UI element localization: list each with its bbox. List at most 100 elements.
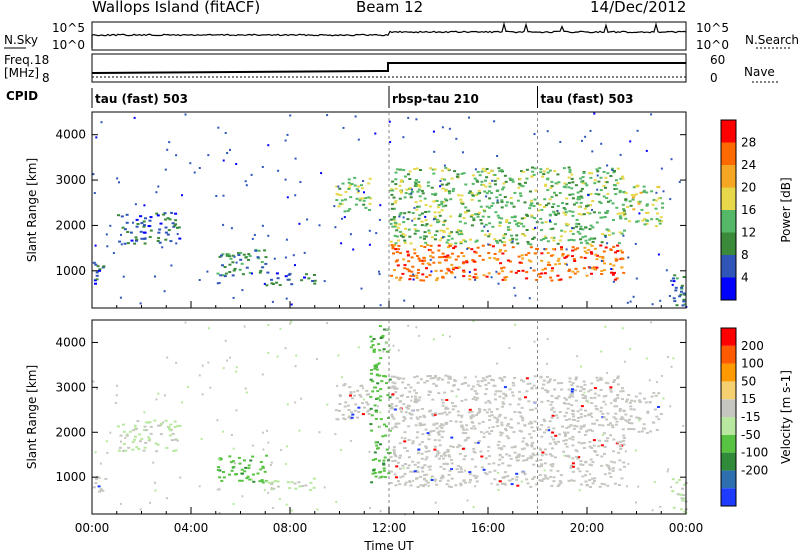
echo-cell <box>546 399 550 402</box>
echo-cell <box>551 248 555 251</box>
echo-cell <box>400 179 404 182</box>
echo-cell <box>476 215 480 218</box>
echo-cell <box>508 454 512 457</box>
echo-cell <box>391 460 395 463</box>
echo-cell <box>178 424 182 427</box>
echo-cell <box>429 249 432 252</box>
echo-cell <box>350 416 354 419</box>
echo-cell <box>444 198 447 201</box>
echo-cell <box>453 266 457 269</box>
echo-cell <box>428 263 432 266</box>
echo-cell <box>503 482 507 485</box>
echo-cell <box>421 192 425 195</box>
echo-cell <box>201 393 204 396</box>
echo-cell <box>218 476 222 479</box>
echo-cell <box>393 408 397 411</box>
echo-cell <box>556 209 559 212</box>
echo-cell <box>408 170 412 173</box>
colorbar-tick-label: 20 <box>741 181 756 195</box>
echo-cell <box>508 239 512 242</box>
echo-cell <box>468 271 471 274</box>
echo-cell <box>433 215 437 218</box>
echo-cell <box>487 243 490 246</box>
echo-cell <box>565 419 569 421</box>
echo-cell <box>417 183 421 186</box>
echo-cell <box>362 180 365 182</box>
echo-cell <box>618 191 622 194</box>
echo-cell <box>142 225 146 228</box>
echo-cell <box>371 472 375 475</box>
echo-cell <box>440 200 444 203</box>
echo-cell <box>530 214 534 217</box>
echo-cell <box>425 456 429 459</box>
echo-cell <box>467 436 471 439</box>
echo-cell <box>527 400 531 403</box>
echo-cell <box>173 420 177 423</box>
echo-cell <box>521 269 525 272</box>
echo-cell <box>514 271 518 274</box>
echo-cell <box>556 416 559 419</box>
echo-cell <box>447 190 451 193</box>
echo-cell <box>361 197 365 200</box>
echo-cell <box>433 448 437 451</box>
echo-cell <box>350 411 354 414</box>
echo-cell <box>470 214 474 217</box>
echo-cell <box>579 460 583 463</box>
echo-cell <box>395 465 399 468</box>
echo-cell <box>681 304 685 307</box>
echo-cell <box>502 266 506 269</box>
echo-cell <box>177 226 181 229</box>
echo-cell <box>379 395 383 398</box>
echo-cell <box>231 274 235 277</box>
echo-cell <box>549 186 553 189</box>
echo-cell <box>207 327 210 330</box>
echo-cell <box>546 477 550 480</box>
echo-cell <box>571 418 575 421</box>
echo-cell <box>643 218 647 221</box>
echo-cell <box>403 212 407 215</box>
echo-cell <box>139 508 142 511</box>
echo-cell <box>491 426 495 429</box>
echo-cell <box>564 222 568 225</box>
echo-cell <box>567 402 571 405</box>
echo-cell <box>619 390 623 393</box>
echo-cell <box>548 453 552 456</box>
echo-cell <box>407 173 410 176</box>
echo-cell <box>622 461 626 464</box>
echo-cell <box>565 248 568 251</box>
echo-cell <box>496 155 499 157</box>
echo-cell <box>529 260 533 263</box>
echo-cell <box>604 403 607 406</box>
echo-cell <box>585 430 588 433</box>
echo-cell <box>625 485 628 488</box>
echo-cell <box>457 266 461 269</box>
echo-cell <box>590 382 594 385</box>
echo-cell <box>148 219 152 222</box>
x-tick-label: 12:00 <box>372 521 407 535</box>
echo-cell <box>222 223 225 226</box>
echo-cell <box>568 276 572 279</box>
echo-cell <box>452 247 456 250</box>
echo-cell <box>473 177 477 180</box>
echo-cell <box>534 401 538 404</box>
echo-cell <box>551 414 555 417</box>
echo-cell <box>536 426 539 429</box>
echo-cell <box>290 481 294 484</box>
echo-cell <box>276 355 279 358</box>
echo-cell <box>487 252 491 254</box>
echo-cell <box>595 454 599 457</box>
colorbar-tick-label: 15 <box>741 392 756 406</box>
echo-cell <box>657 197 661 200</box>
echo-cell <box>94 477 97 480</box>
echo-cell <box>483 408 487 411</box>
echo-cell <box>154 275 156 278</box>
echo-cell <box>443 255 447 258</box>
echo-cell <box>487 445 491 448</box>
echo-cell <box>579 413 583 416</box>
echo-cell <box>450 468 453 471</box>
echo-cell <box>502 402 506 405</box>
echo-cell <box>444 422 448 425</box>
echo-cell <box>556 485 560 488</box>
echo-cell <box>142 220 146 223</box>
echo-cell <box>501 278 505 281</box>
